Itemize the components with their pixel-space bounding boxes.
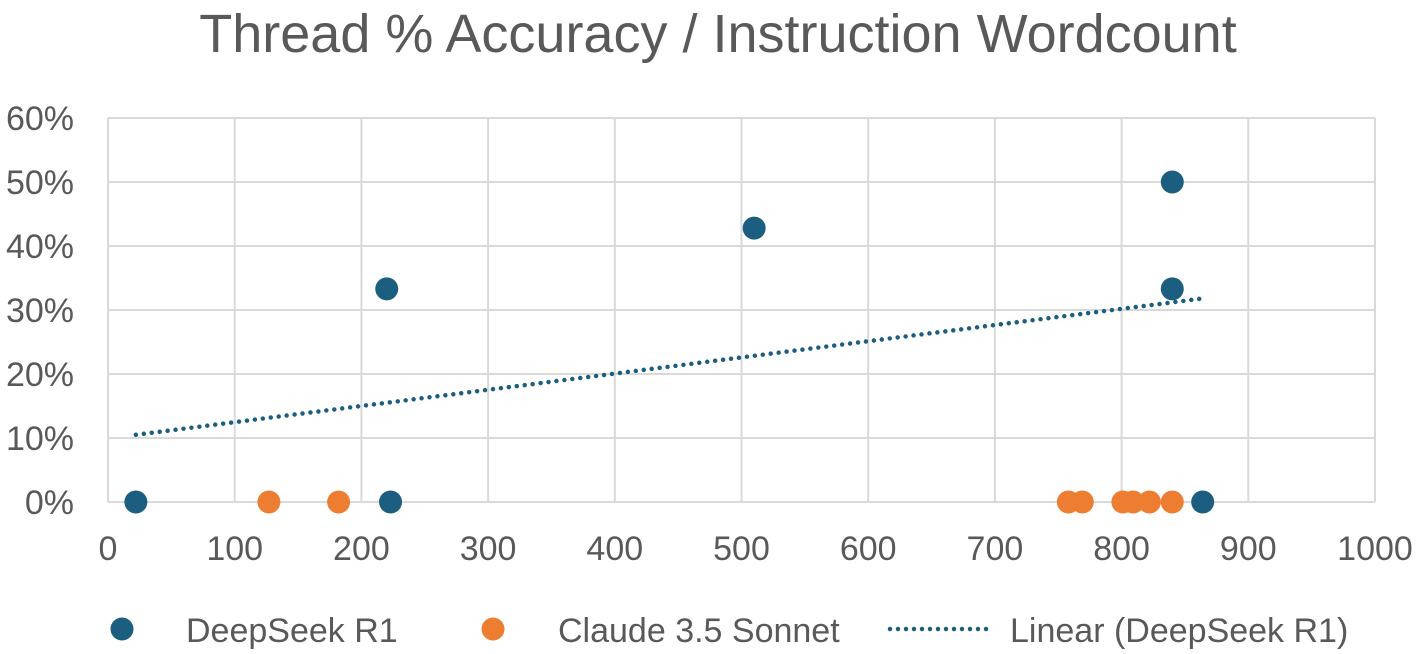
x-tick-label: 1000	[1337, 530, 1413, 568]
legend-marker-icon	[481, 617, 505, 641]
deepseek-r1-point	[1160, 277, 1184, 301]
x-tick-label: 400	[586, 530, 643, 568]
legend-claude-3-5-sonnet: Claude 3.5 Sonnet	[481, 612, 840, 650]
x-tick-label: 200	[333, 530, 390, 568]
legend-label: DeepSeek R1	[186, 612, 398, 650]
legend-linear-deepseek-r1: Linear (DeepSeek R1)	[887, 612, 1348, 650]
claude-3-5-sonnet-point	[1160, 490, 1184, 514]
deepseek-r1-point	[379, 490, 403, 514]
x-tick-label: 100	[206, 530, 263, 568]
legend-marker-icon	[110, 617, 134, 641]
y-tick-label: 60%	[6, 100, 74, 138]
x-tick-label: 500	[713, 530, 770, 568]
y-tick-label: 40%	[6, 228, 74, 266]
deepseek-r1-point	[1160, 170, 1184, 194]
y-tick-label: 0%	[25, 484, 74, 522]
claude-3-5-sonnet-point	[1137, 490, 1161, 514]
legend-deepseek-r1: DeepSeek R1	[110, 612, 398, 650]
y-tick-label: 30%	[6, 292, 74, 330]
y-tick-label: 10%	[6, 420, 74, 458]
legend-label: Linear (DeepSeek R1)	[1010, 612, 1348, 650]
claude-3-5-sonnet-point	[327, 490, 351, 514]
x-axis-ticks: 0 100 200 300 400 500 600 700 800 900 1000	[99, 530, 1413, 568]
claude-3-5-sonnet-point	[257, 490, 281, 514]
deepseek-r1-point	[375, 277, 399, 301]
trendline	[133, 296, 1205, 438]
legend-label: Claude 3.5 Sonnet	[558, 612, 840, 650]
y-axis-ticks: 0% 10% 20% 30% 40% 50% 60%	[6, 100, 74, 522]
data-points	[124, 170, 1215, 514]
deepseek-r1-point	[124, 490, 148, 514]
x-tick-label: 700	[967, 530, 1024, 568]
chart-title: Thread % Accuracy / Instruction Wordcoun…	[199, 4, 1236, 64]
x-tick-label: 800	[1093, 530, 1150, 568]
claude-3-5-sonnet-point	[1070, 490, 1094, 514]
deepseek-r1-point	[742, 216, 766, 240]
x-tick-label: 900	[1220, 530, 1277, 568]
legend: DeepSeek R1 Claude 3.5 Sonnet Linear (Deep…	[110, 612, 1348, 650]
x-tick-label: 0	[99, 530, 118, 568]
trendline-linear-deepseek	[133, 296, 1205, 438]
grid	[107, 117, 1376, 503]
claude-3-5-sonnet-point	[1121, 490, 1145, 514]
x-tick-label: 600	[840, 530, 897, 568]
y-tick-label: 50%	[6, 164, 74, 202]
y-tick-label: 20%	[6, 356, 74, 394]
x-tick-label: 300	[460, 530, 517, 568]
deepseek-r1-point	[1191, 490, 1215, 514]
